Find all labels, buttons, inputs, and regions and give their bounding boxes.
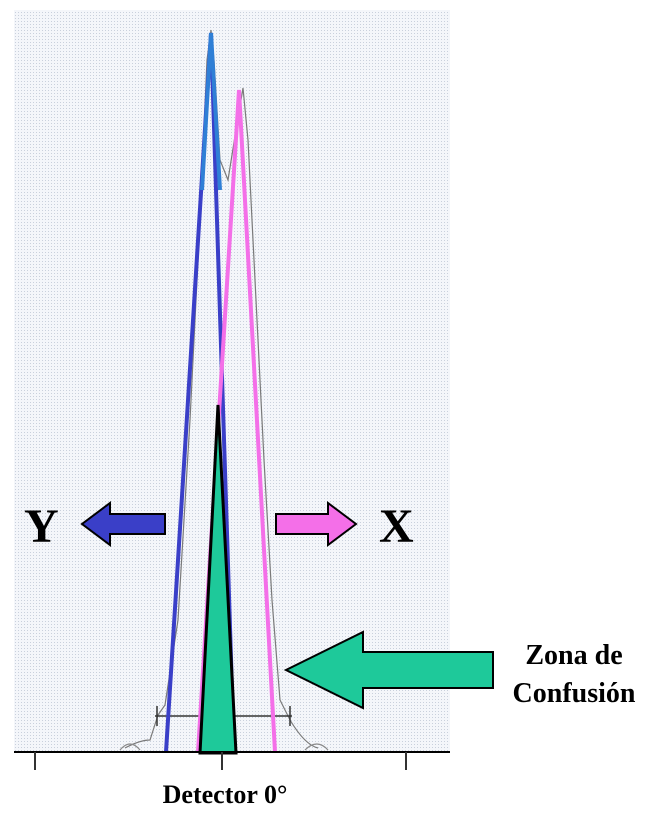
detector-label: Detector 0° [163, 780, 288, 809]
zone-label-line2: Confusión [513, 678, 636, 709]
side-lobe-left [119, 743, 141, 751]
label-y: Y [24, 500, 59, 553]
label-x: X [379, 500, 414, 553]
zone-label-line1: Zona de [525, 640, 622, 671]
arrow-right-icon [275, 501, 358, 547]
side-lobe-right [304, 743, 329, 751]
peak-y-top [200, 32, 222, 191]
zone-arrow-icon [283, 630, 494, 710]
arrow-left-icon [80, 501, 166, 547]
